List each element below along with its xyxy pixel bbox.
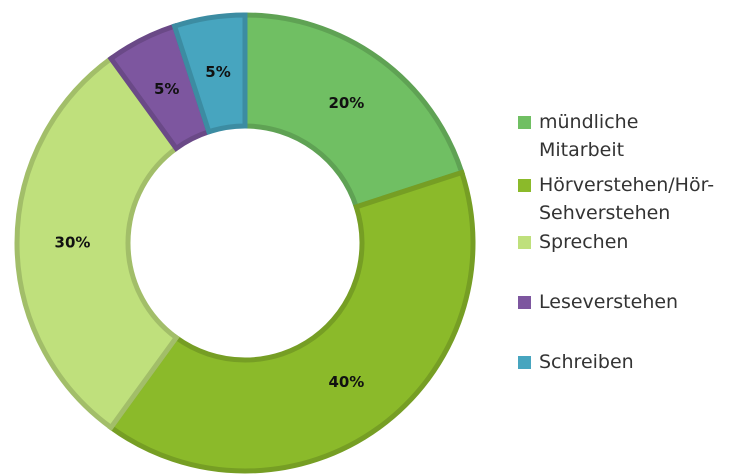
value-label: 30% bbox=[55, 234, 91, 252]
legend-swatch bbox=[518, 116, 531, 129]
legend-label: Sprechen bbox=[539, 231, 629, 253]
legend-item: mündliche Mitarbeit bbox=[518, 108, 733, 164]
legend-label: mündliche Mitarbeit bbox=[539, 111, 639, 161]
legend-label: Hörverstehen/Hör-Sehverstehen bbox=[539, 174, 715, 224]
legend-swatch bbox=[518, 296, 531, 309]
legend-label: Leseverstehen bbox=[539, 291, 679, 313]
legend-item: Sprechen bbox=[518, 228, 733, 256]
legend-item: Schreiben bbox=[518, 348, 733, 376]
legend-label: Schreiben bbox=[539, 351, 634, 373]
value-label: 40% bbox=[328, 373, 364, 391]
legend-item: Leseverstehen bbox=[518, 288, 733, 316]
legend-swatch bbox=[518, 179, 531, 192]
value-label: 5% bbox=[205, 63, 230, 81]
chart: 20% 40% 30% 5% 5% bbox=[14, 12, 476, 474]
donut-segment bbox=[171, 12, 248, 135]
donut-segment bbox=[107, 169, 476, 474]
value-label: 20% bbox=[328, 94, 364, 112]
legend-swatch bbox=[518, 356, 531, 369]
legend-item: Hörverstehen/Hör-Sehverstehen bbox=[518, 171, 733, 227]
value-label: 5% bbox=[154, 80, 179, 98]
donut-segment bbox=[242, 12, 465, 210]
donut-segment bbox=[14, 55, 180, 431]
legend-swatch bbox=[518, 236, 531, 249]
